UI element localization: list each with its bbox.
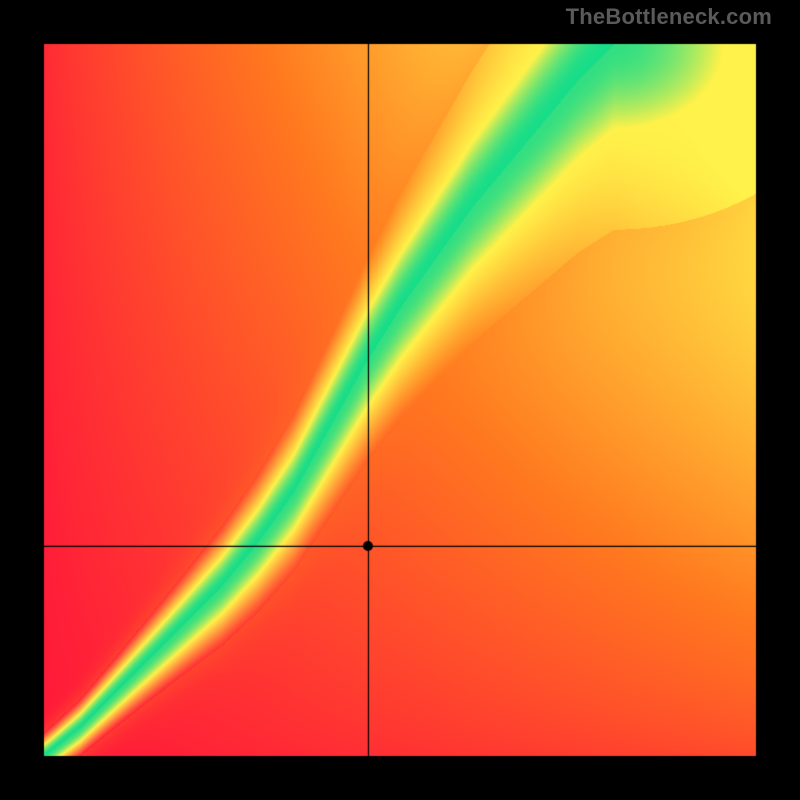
heatmap-canvas [0, 0, 800, 800]
chart-container: TheBottleneck.com [0, 0, 800, 800]
watermark-text: TheBottleneck.com [566, 4, 772, 30]
